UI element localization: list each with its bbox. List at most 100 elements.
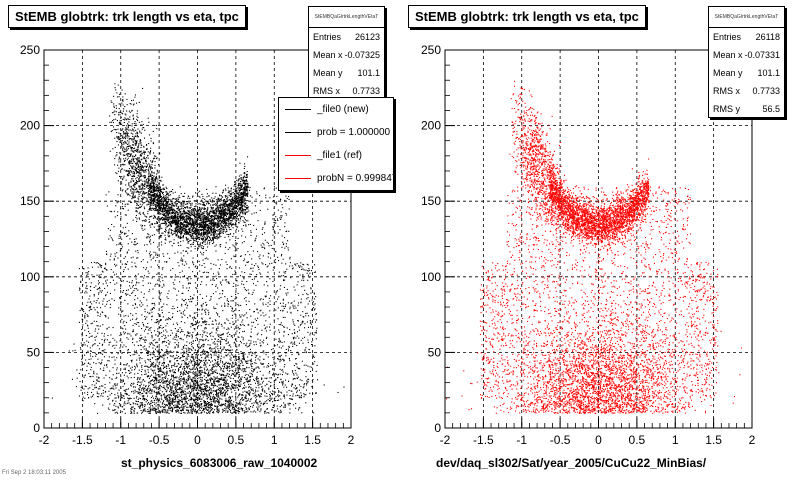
scatter-point <box>239 183 241 185</box>
scatter-point <box>144 340 146 342</box>
scatter-point <box>219 334 221 336</box>
scatter-point <box>225 343 227 345</box>
scatter-point <box>242 337 244 339</box>
scatter-point <box>174 372 176 374</box>
scatter-point <box>170 223 172 225</box>
scatter-point <box>196 222 198 224</box>
scatter-point <box>239 162 241 164</box>
scatter-point <box>138 121 140 123</box>
scatter-point <box>96 288 98 290</box>
scatter-point <box>216 395 218 397</box>
scatter-point <box>307 264 309 266</box>
scatter-point <box>167 409 169 411</box>
scatter-point <box>92 356 94 358</box>
scatter-point <box>99 386 101 388</box>
scatter-point <box>228 300 230 302</box>
scatter-point <box>194 248 196 250</box>
scatter-point <box>123 269 125 271</box>
scatter-point <box>198 218 200 220</box>
scatter-point <box>196 360 198 362</box>
scatter-point <box>221 379 223 381</box>
scatter-point <box>140 151 142 153</box>
scatter-point <box>109 377 111 379</box>
scatter-point <box>156 358 158 360</box>
scatter-point <box>202 239 204 241</box>
scatter-point <box>220 224 222 226</box>
scatter-point <box>128 162 130 164</box>
scatter-point <box>143 408 145 410</box>
scatter-point <box>158 211 160 213</box>
scatter-point <box>156 189 158 191</box>
scatter-point <box>117 137 119 139</box>
scatter-point <box>144 365 146 367</box>
scatter-point <box>274 365 276 367</box>
scatter-point <box>210 335 212 337</box>
scatter-point <box>242 371 244 373</box>
scatter-point <box>301 268 303 270</box>
scatter-point <box>220 367 222 369</box>
scatter-point <box>114 158 116 160</box>
scatter-point <box>186 334 188 336</box>
scatter-point <box>129 195 131 197</box>
scatter-point <box>112 271 114 273</box>
scatter-point <box>165 211 167 213</box>
scatter-point <box>263 244 265 246</box>
scatter-point <box>189 386 191 388</box>
scatter-point <box>149 358 151 360</box>
scatter-point <box>155 180 157 182</box>
scatter-point <box>310 370 312 372</box>
scatter-point <box>160 217 162 219</box>
scatter-point <box>138 179 140 181</box>
scatter-point <box>192 234 194 236</box>
scatter-point <box>178 225 180 227</box>
scatter-point <box>226 399 228 401</box>
scatter-point <box>222 370 224 372</box>
scatter-point <box>124 299 126 301</box>
scatter-point <box>87 327 89 329</box>
scatter-point <box>229 405 231 407</box>
scatter-point <box>127 351 129 353</box>
scatter-point <box>126 104 128 106</box>
scatter-point <box>174 387 176 389</box>
scatter-point <box>239 368 241 370</box>
scatter-point <box>146 398 148 400</box>
scatter-point <box>219 214 221 216</box>
scatter-point <box>203 201 205 203</box>
scatter-point <box>171 376 173 378</box>
scatter-point <box>265 197 267 199</box>
scatter-point <box>230 222 232 224</box>
scatter-point <box>219 230 221 232</box>
scatter-point <box>277 232 279 234</box>
scatter-point <box>293 338 295 340</box>
scatter-point <box>167 253 169 255</box>
scatter-point <box>135 158 137 160</box>
scatter-point <box>222 333 224 335</box>
scatter-point <box>132 304 134 306</box>
scatter-point <box>123 208 125 210</box>
scatter-point <box>136 341 138 343</box>
scatter-point <box>221 200 223 202</box>
scatter-point <box>304 327 306 329</box>
scatter-point <box>231 373 233 375</box>
scatter-point <box>218 403 220 405</box>
scatter-point <box>195 215 197 217</box>
scatter-point <box>196 381 198 383</box>
scatter-point <box>164 406 166 408</box>
scatter-point <box>165 217 167 219</box>
scatter-point <box>120 306 122 308</box>
scatter-point <box>273 373 275 375</box>
scatter-point <box>285 352 287 354</box>
scatter-point <box>152 384 154 386</box>
scatter-point <box>203 228 205 230</box>
scatter-point <box>139 185 141 187</box>
scatter-point <box>263 324 265 326</box>
scatter-point <box>206 238 208 240</box>
scatter-point <box>161 199 163 201</box>
scatter-point <box>190 211 192 213</box>
scatter-point <box>232 370 234 372</box>
scatter-point <box>236 190 238 192</box>
scatter-point <box>211 284 213 286</box>
scatter-point <box>307 339 309 341</box>
scatter-point <box>247 156 249 158</box>
scatter-point <box>122 206 124 208</box>
